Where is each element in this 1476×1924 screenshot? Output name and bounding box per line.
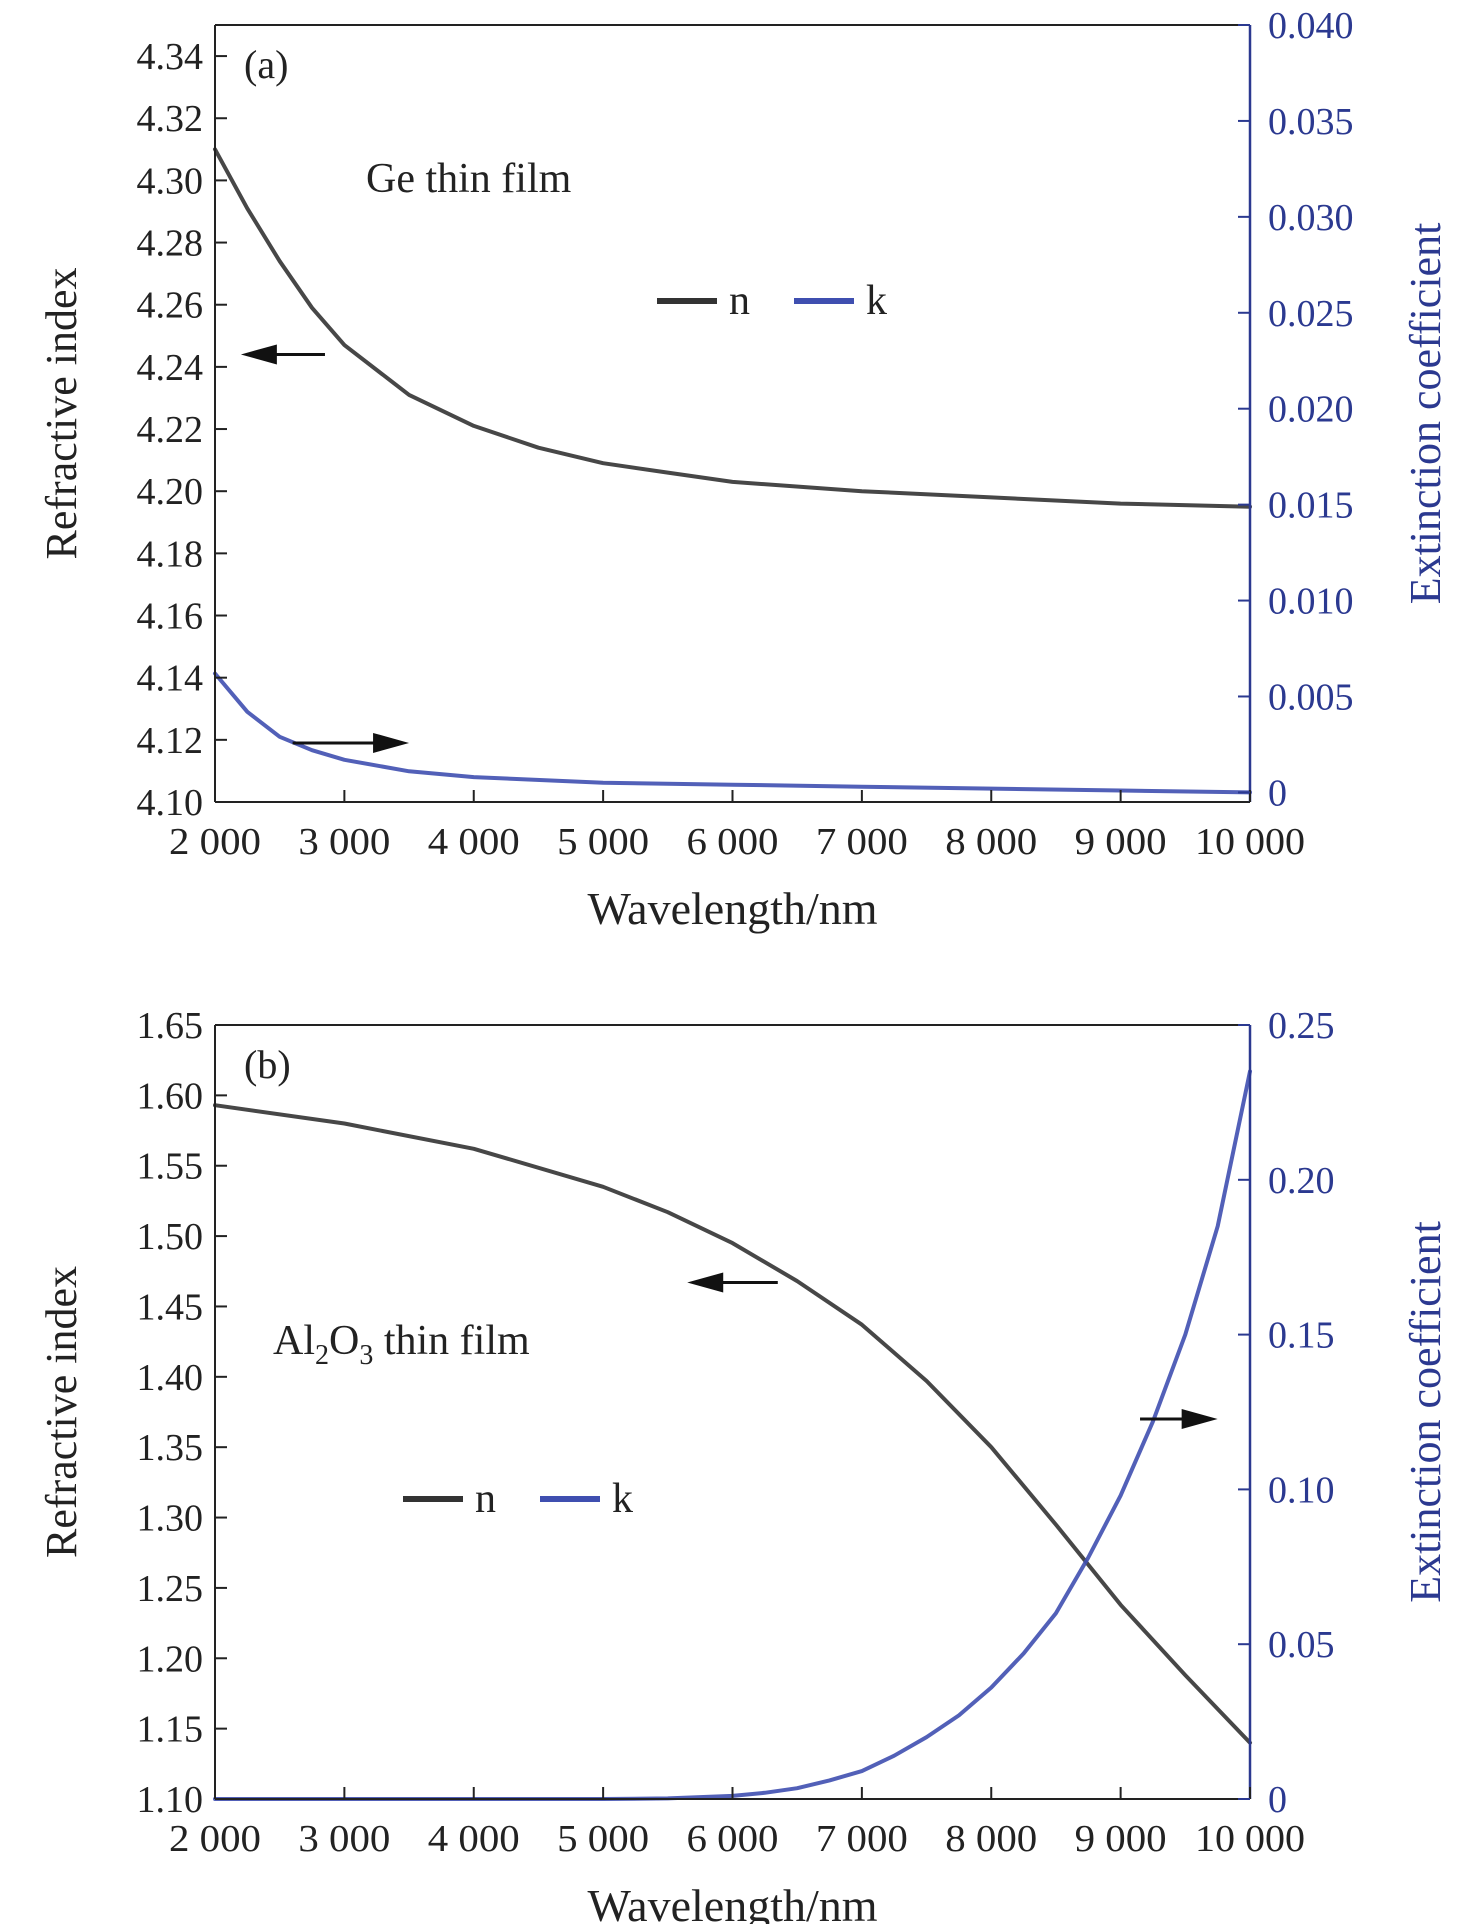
y-tick-label: 1.40 (137, 1357, 204, 1399)
x-tick-label: 4 000 (428, 1818, 520, 1860)
legend-label-k: k (866, 278, 887, 324)
x-tick-label: 3 000 (298, 821, 390, 863)
y-tick-label: 4.32 (137, 98, 204, 140)
y-tick-label: 1.20 (137, 1638, 204, 1680)
y2-tick-label: 0.25 (1268, 1005, 1335, 1047)
y-tick-label: 1.15 (137, 1709, 204, 1751)
y-tick-label: 1.10 (137, 1779, 204, 1821)
x-tick-label: 10 000 (1195, 1818, 1305, 1860)
x-tick-label: 6 000 (687, 1818, 779, 1860)
annotation-arrow-left-icon (240, 344, 277, 365)
y2-tick-label: 0.015 (1268, 485, 1354, 527)
y2-tick-label: 0 (1268, 1779, 1287, 1821)
x-tick-label: 2 000 (169, 1818, 261, 1860)
y2-tick-label: 0.15 (1268, 1315, 1335, 1357)
y-tick-label: 4.10 (137, 782, 204, 824)
material-annotation: Al2O3 thin film (273, 1318, 530, 1371)
y2-axis-label: Extinction coefficient (1401, 223, 1450, 605)
y-tick-label: 4.34 (137, 36, 204, 78)
x-tick-label: 3 000 (298, 1818, 390, 1860)
x-axis-label: Wavelength/nm (587, 883, 877, 934)
series-k-line (213, 1069, 1252, 1801)
y2-tick-label: 0.035 (1268, 101, 1354, 143)
x-tick-label: 10 000 (1195, 821, 1305, 863)
y2-tick-label: 0.05 (1268, 1624, 1335, 1666)
annotation-arrow-right-icon (373, 732, 410, 753)
y-tick-label: 4.24 (137, 347, 204, 389)
panel-b: 2 000 3 000 4 000 5 000 6 000 7 000 8 000 9 000… (37, 1005, 1450, 1924)
y-tick-label: 1.50 (137, 1216, 204, 1258)
series-k-line (213, 671, 1252, 795)
annotation-arrow-right-icon (1181, 1409, 1218, 1430)
y2-axis-label: Extinction coefficient (1401, 1221, 1450, 1603)
y-tick-label: 4.30 (137, 160, 204, 202)
legend-label-k: k (612, 1476, 633, 1522)
y-tick-label: 4.14 (137, 658, 204, 700)
x-tick-label: 7 000 (816, 821, 908, 863)
y-tick-label: 4.18 (137, 533, 204, 575)
y-tick-label: 1.35 (137, 1427, 204, 1469)
y-tick-label: 1.30 (137, 1498, 204, 1540)
x-tick-label: 7 000 (816, 1818, 908, 1860)
panel-label: (a) (244, 42, 288, 87)
y-tick-label: 4.12 (137, 720, 204, 762)
y2-tick-label: 0.10 (1268, 1469, 1335, 1511)
panel-a: 2 000 3 000 4 000 5 000 6 000 7 000 8 000 9 000… (37, 5, 1450, 934)
y-tick-label: 4.28 (137, 223, 204, 265)
y2-tick-label: 0.030 (1268, 197, 1354, 239)
x-tick-label: 8 000 (945, 821, 1037, 863)
y-tick-label: 1.65 (137, 1005, 204, 1047)
y2-tick-label: 0.025 (1268, 293, 1354, 335)
y-axis-label: Refractive index (37, 1266, 86, 1558)
x-tick-label: 5 000 (557, 1818, 649, 1860)
y-tick-label: 1.25 (137, 1568, 204, 1610)
y2-tick-label: 0.010 (1268, 581, 1354, 623)
y2-tick-label: 0.20 (1268, 1160, 1335, 1202)
legend-label-n: n (475, 1476, 496, 1522)
y-tick-label: 1.55 (137, 1146, 204, 1188)
series-n-line (213, 147, 1252, 509)
x-tick-label: 8 000 (945, 1818, 1037, 1860)
x-tick-label: 4 000 (428, 821, 520, 863)
x-tick-label: 5 000 (557, 821, 649, 863)
subscript: 2 (315, 1340, 329, 1371)
y2-tick-label: 0.020 (1268, 389, 1354, 431)
annotation-part: Al (273, 1318, 315, 1364)
y-tick-label: 4.20 (137, 471, 204, 513)
x-tick-label: 2 000 (169, 821, 261, 863)
y-tick-label: 1.60 (137, 1075, 204, 1117)
y-tick-label: 1.45 (137, 1286, 204, 1328)
x-tick-label: 9 000 (1075, 1818, 1167, 1860)
annotation-part: O (329, 1318, 359, 1364)
series-n-line (213, 1103, 1252, 1745)
annotation-arrow-left-icon (687, 1272, 724, 1293)
y-axis-label: Refractive index (37, 268, 86, 560)
x-tick-label: 9 000 (1075, 821, 1167, 863)
y-tick-label: 4.16 (137, 596, 204, 638)
subscript: 3 (359, 1340, 373, 1371)
y2-tick-label: 0.005 (1268, 676, 1354, 718)
legend-label-n: n (729, 278, 750, 324)
x-tick-label: 6 000 (687, 821, 779, 863)
x-axis-label: Wavelength/nm (587, 1880, 877, 1924)
material-annotation: Ge thin film (366, 156, 572, 202)
y-tick-label: 4.26 (137, 285, 204, 327)
y2-tick-label: 0 (1268, 772, 1287, 814)
annotation-part: thin film (373, 1318, 530, 1364)
panel-label: (b) (244, 1042, 291, 1087)
y-tick-label: 4.22 (137, 409, 204, 451)
y2-tick-label: 0.040 (1268, 5, 1354, 47)
